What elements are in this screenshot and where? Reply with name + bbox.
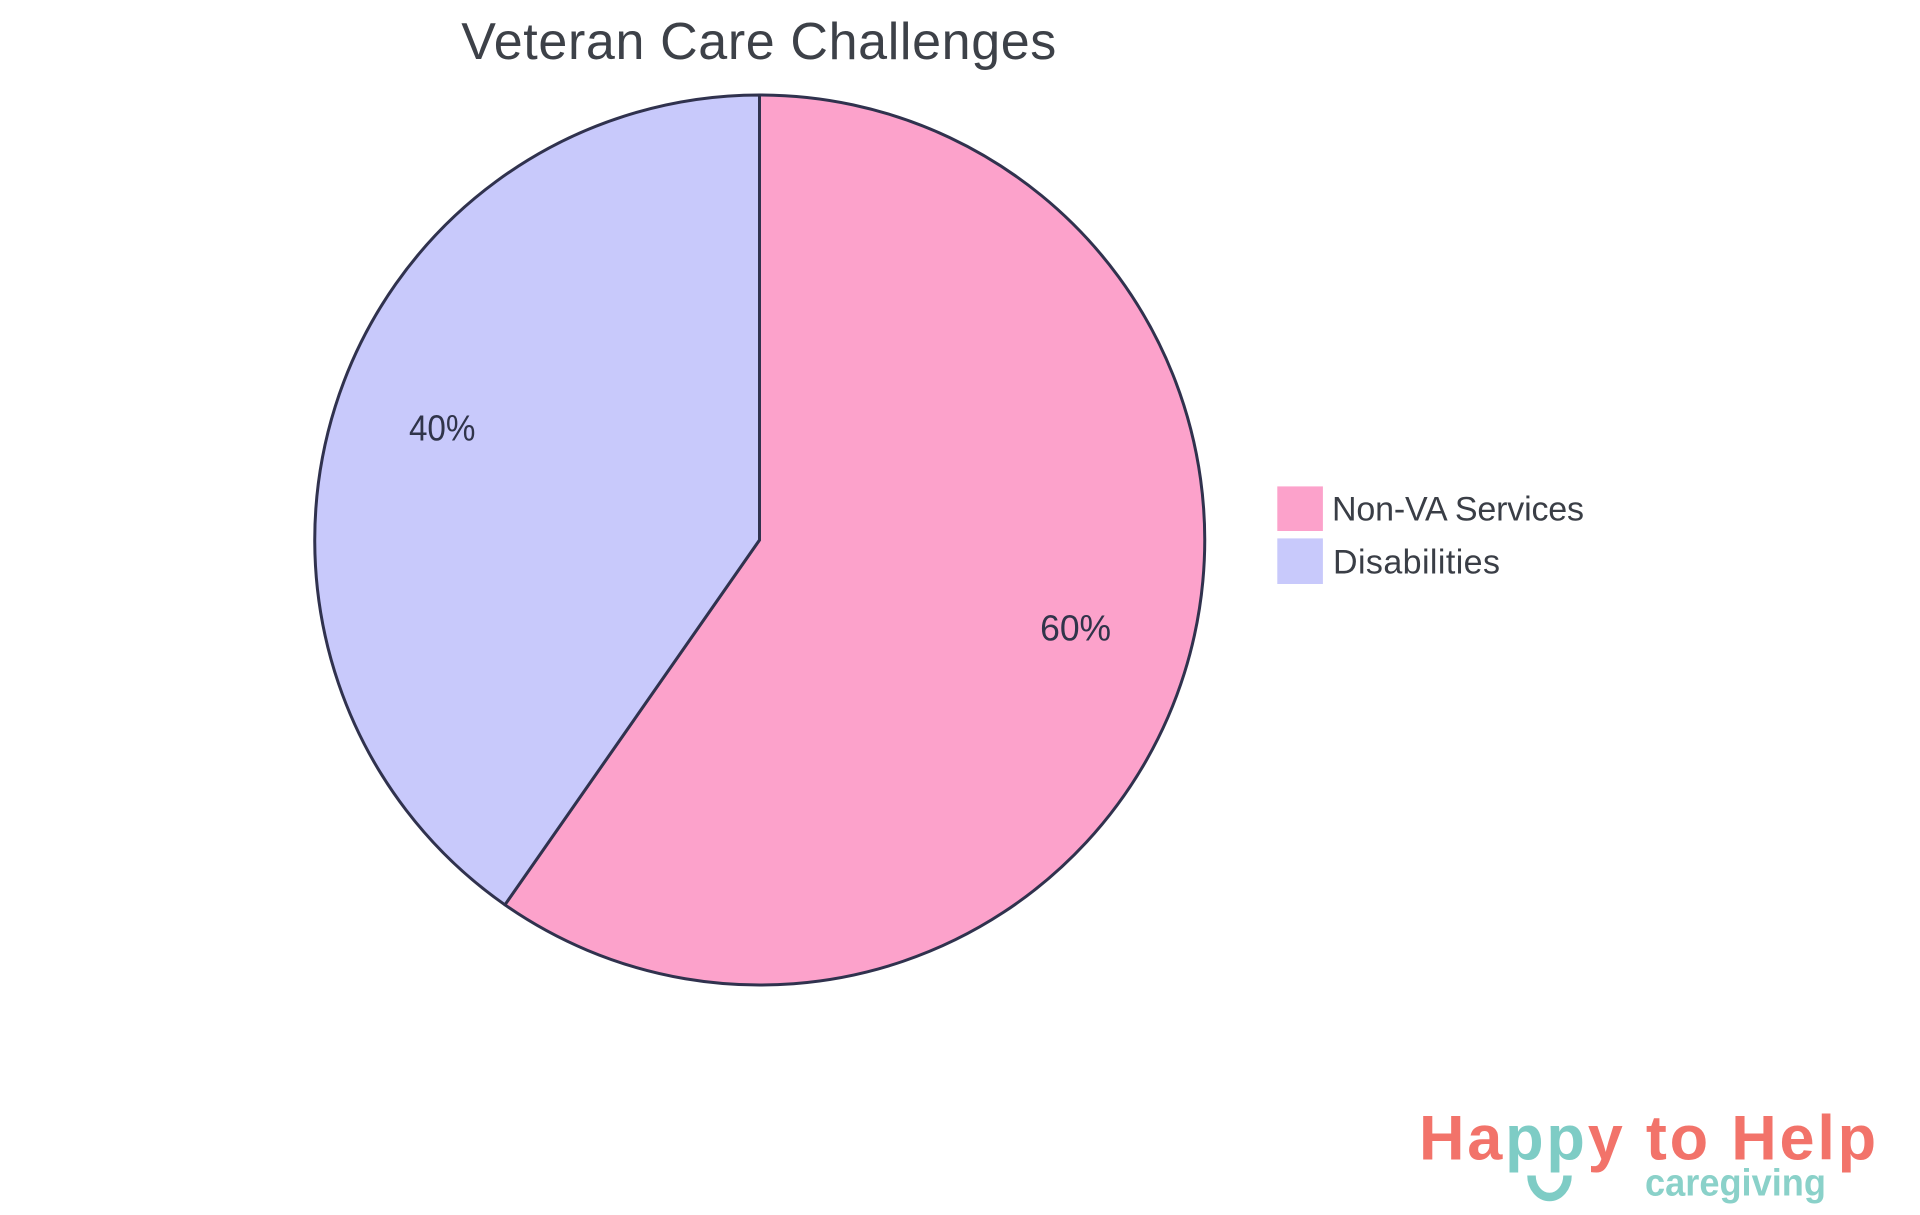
svg-text:Happy to Help: Happy to Help (1419, 1104, 1879, 1174)
svg-text:Non-VA Services: Non-VA Services (1332, 491, 1584, 529)
svg-text:Disabilities: Disabilities (1333, 544, 1500, 582)
svg-text:Veteran Care Challenges: Veteran Care Challenges (461, 13, 1056, 71)
svg-text:60%: 60% (1040, 608, 1111, 649)
svg-text:caregiving: caregiving (1645, 1163, 1826, 1205)
svg-text:40%: 40% (409, 408, 476, 449)
